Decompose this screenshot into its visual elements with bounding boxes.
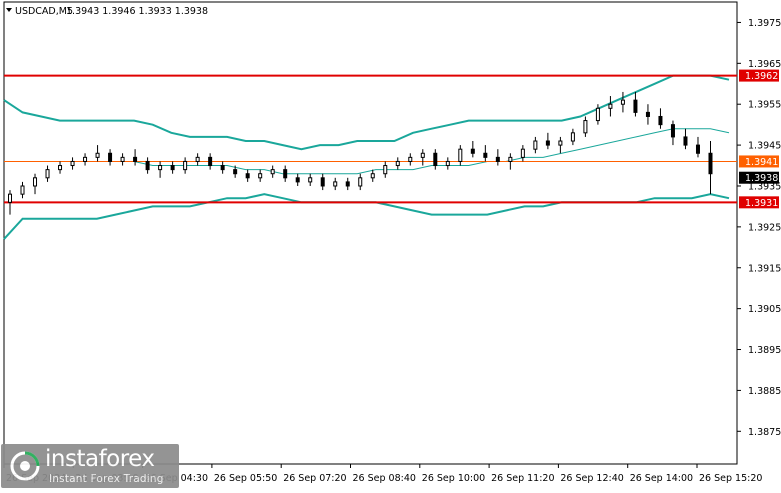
candle-body: [95, 152, 100, 158]
candle-body: [233, 169, 238, 175]
current-price-tag: [739, 171, 779, 184]
x-tick-label: 26 Sep 08:40: [353, 473, 416, 484]
candle-body: [120, 156, 125, 162]
chart-header: USDCAD,M5 1.3943 1.3946 1.3933 1.3938: [6, 6, 208, 17]
candle-body: [495, 156, 500, 162]
y-tick-label: 1.3965: [748, 59, 781, 70]
level-price-tag: [739, 196, 779, 209]
candle-body: [695, 144, 700, 154]
candle-body: [383, 165, 388, 175]
candle-body: [670, 124, 675, 138]
y-tick-label: 1.3935: [748, 181, 781, 192]
x-tick-label: 26 Sep 05:50: [214, 473, 277, 484]
level-price-label: 1.3962: [745, 71, 778, 82]
dropdown-triangle-icon: [6, 8, 12, 12]
candle-body: [345, 181, 350, 187]
candle-body: [33, 177, 38, 187]
watermark-name: instaforex: [45, 446, 155, 472]
y-tick-label: 1.3895: [748, 345, 781, 356]
x-tick-label: 26 Sep 14:00: [630, 473, 693, 484]
candle-body: [445, 160, 450, 167]
candle-body: [470, 148, 475, 154]
y-tick-label: 1.3955: [748, 100, 781, 111]
y-tick-label: 1.3975: [748, 18, 781, 29]
candle-body: [320, 177, 325, 187]
ohlc-label: 1.3943 1.3946 1.3933 1.3938: [66, 6, 208, 17]
level-lines: [4, 74, 737, 204]
y-tick-label: 1.3915: [748, 263, 781, 274]
current-price-label: 1.3938: [745, 173, 778, 184]
candle-body: [70, 160, 75, 167]
instaforex-watermark: instaforex Instant Forex Trading: [1, 444, 179, 488]
candle-body: [395, 160, 400, 167]
candle-body: [183, 160, 188, 171]
candle-body: [108, 152, 113, 162]
candle-body: [595, 107, 600, 122]
candle-body: [533, 140, 538, 150]
candle-body: [158, 165, 163, 171]
candle-body: [570, 132, 575, 142]
y-tick-label: 1.3905: [748, 304, 781, 315]
x-tick-label: 26 Sep 10:00: [422, 473, 485, 484]
candle-body: [145, 160, 150, 171]
candle-body: [458, 148, 463, 162]
candle-body: [133, 156, 138, 162]
candle-body: [508, 156, 513, 162]
candle-body: [370, 173, 375, 179]
candle-body: [170, 165, 175, 171]
x-tick-label: 26 Sep 07:20: [283, 473, 346, 484]
level-price-tag: [739, 69, 779, 82]
candle-body: [308, 177, 313, 183]
candle-body: [520, 148, 525, 158]
candle-body: [8, 193, 12, 203]
candle-body: [483, 152, 488, 158]
y-tick-label: 1.3945: [748, 141, 781, 152]
candle-body: [420, 152, 425, 158]
candle-body: [58, 165, 63, 171]
candle-body: [358, 177, 363, 187]
candle-body: [645, 111, 650, 117]
candle-body: [83, 156, 88, 162]
level-price-label: 1.3931: [745, 198, 778, 209]
y-axis: 1.3975 1.3965 1.3955 1.3945 1.3935 1.3925 1.39…: [737, 18, 781, 438]
candle-body: [558, 140, 563, 146]
watermark-tagline: Instant Forex Trading: [49, 473, 164, 485]
candle-body: [683, 136, 688, 146]
y-tick-label: 1.3885: [748, 386, 781, 397]
candle-body: [333, 181, 338, 187]
y-tick-label: 1.3925: [748, 222, 781, 233]
x-tick-label: 26 Sep 11:20: [491, 473, 554, 484]
candle-body: [545, 140, 550, 146]
plot-frame: [3, 1, 738, 465]
x-tick-label: 26 Sep 12:40: [560, 473, 623, 484]
level-price-tag: [739, 155, 779, 168]
candle-body: [220, 165, 225, 171]
candle-body: [45, 169, 50, 179]
candle-body: [408, 156, 413, 162]
candle-body: [608, 103, 613, 109]
candle-body: [195, 156, 200, 162]
candle-body: [433, 152, 438, 167]
candle-body: [295, 177, 300, 183]
instaforex-logo-icon: [10, 451, 40, 481]
candle-body: [208, 156, 213, 167]
candle-body: [258, 173, 263, 179]
candle-body: [633, 99, 638, 113]
candle-body: [20, 185, 25, 195]
candle-body: [708, 152, 713, 175]
candle-body: [658, 115, 663, 126]
symbol-label: USDCAD,M5: [15, 6, 73, 17]
candle-body: [283, 169, 288, 179]
candle-body: [620, 99, 625, 105]
y-tick-label: 1.3875: [748, 427, 781, 438]
candle-body: [245, 173, 250, 179]
x-tick-label: 26 Sep 15:20: [699, 473, 762, 484]
level-price-label: 1.3941: [745, 157, 778, 168]
candles: [8, 91, 713, 215]
bollinger-upper-line: [3, 74, 730, 151]
candle-body: [583, 120, 588, 134]
candle-body: [270, 169, 275, 175]
